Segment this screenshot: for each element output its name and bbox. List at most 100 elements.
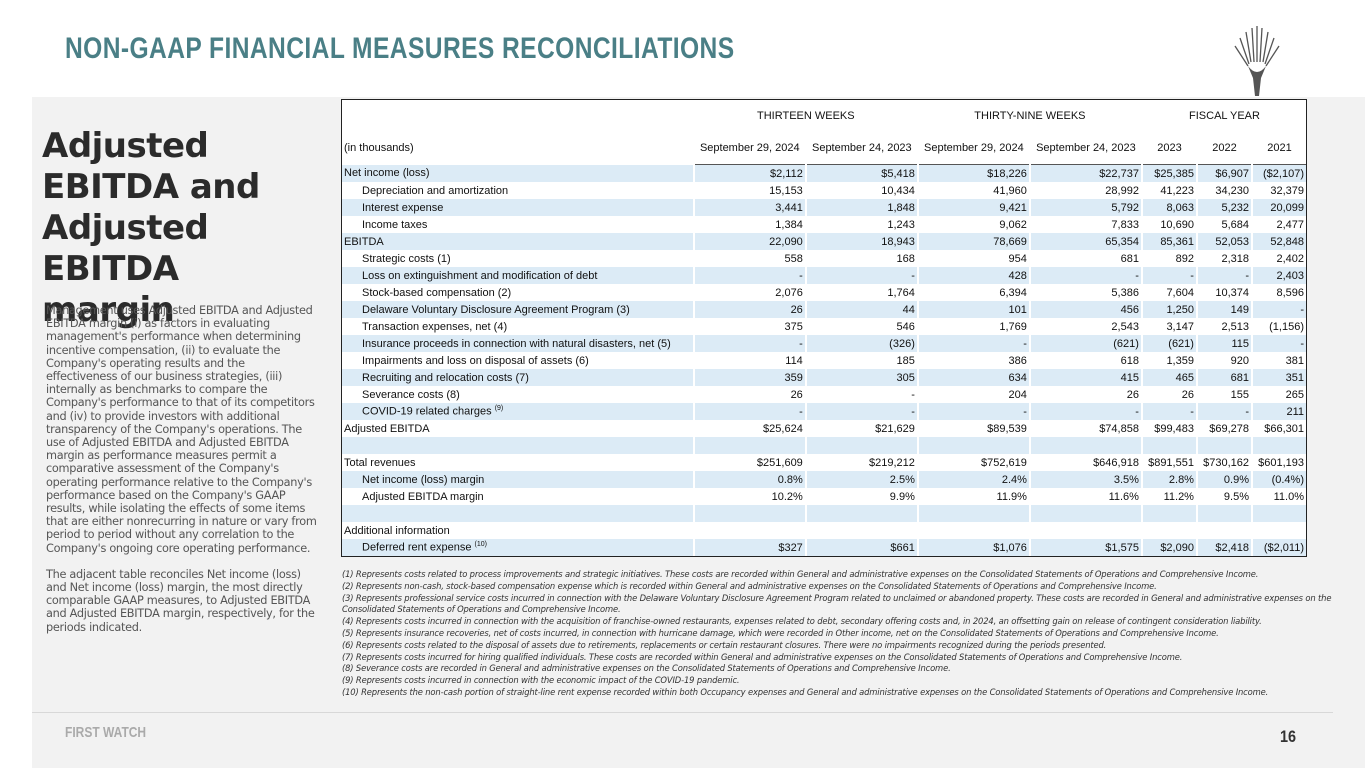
- footnote-ref: (10): [474, 541, 487, 549]
- cell: 78,669: [916, 233, 1030, 250]
- footnote: (5) Represents insurance recoveries, net…: [342, 627, 1219, 638]
- reconciliation-table: THIRTEEN WEEKS THIRTY-NINE WEEKS FISCAL YE…: [341, 99, 1307, 557]
- cell: 11.9%: [916, 488, 1030, 505]
- cell: [342, 437, 694, 454]
- cell: 8,063: [1140, 199, 1197, 216]
- cell: 1,243: [804, 216, 918, 233]
- table-row: Depreciation and amortization 15,153 10,43…: [342, 182, 1306, 199]
- cell: 1,769: [916, 318, 1030, 335]
- cell: 351: [1250, 369, 1306, 386]
- cell: -: [692, 335, 806, 352]
- table-row: Net income (loss) margin 0.8% 2.5% 2.4% 3.5%…: [342, 471, 1306, 488]
- cell: 2,402: [1250, 250, 1306, 267]
- cell: 10.2%: [692, 488, 806, 505]
- label-text: COVID-19 related charges: [362, 405, 492, 418]
- cell: -: [1028, 267, 1142, 284]
- cell: 10,434: [804, 182, 918, 199]
- row-label: Recruiting and relocation costs (7): [342, 369, 694, 386]
- cell: $66,301: [1250, 420, 1306, 437]
- column-header: 2023: [1140, 132, 1197, 165]
- cell: 2,403: [1250, 267, 1306, 284]
- cell: 149: [1195, 301, 1252, 318]
- label-text: Insurance proceeds in connection with na…: [362, 337, 671, 350]
- cell: 0.8%: [692, 471, 806, 488]
- cell: [1140, 505, 1197, 522]
- cell: 41,960: [916, 182, 1030, 199]
- cell: $25,385: [1140, 164, 1197, 182]
- label-text: Loss on extinguishment and modification …: [362, 269, 598, 282]
- cell: 85,361: [1140, 233, 1197, 250]
- cell: (0.4%): [1250, 471, 1306, 488]
- cell: [1250, 522, 1306, 539]
- table-row: Adjusted EBITDA $25,624 $21,629 $89,539 $74,…: [342, 420, 1306, 437]
- cell: 7,833: [1028, 216, 1142, 233]
- paragraph: The adjacent table reconciles Net income…: [46, 567, 315, 634]
- cell: 681: [1195, 369, 1252, 386]
- cell: 168: [804, 250, 918, 267]
- footnote-ref: (9): [494, 405, 504, 413]
- group-header: THIRTEEN WEEKS: [692, 100, 918, 132]
- label-text: Deferred rent expense: [362, 541, 472, 554]
- cell: -: [1140, 267, 1197, 284]
- label-text: Severance costs (8): [362, 388, 460, 401]
- column-header: 2021: [1250, 132, 1306, 165]
- table-row: Delaware Voluntary Disclosure Agreement …: [342, 301, 1306, 318]
- label-text: Net income (loss) margin: [362, 473, 485, 486]
- cell: 34,230: [1195, 182, 1252, 199]
- cell: 0.9%: [1195, 471, 1252, 488]
- label-text: EBITDA: [344, 235, 384, 248]
- cell: [1028, 505, 1142, 522]
- footer-rule: [32, 712, 1333, 713]
- label-text: Recruiting and relocation costs (7): [362, 371, 529, 384]
- cell: 954: [916, 250, 1030, 267]
- cell: 52,848: [1250, 233, 1306, 250]
- cell: 9,062: [916, 216, 1030, 233]
- cell: -: [1140, 403, 1197, 420]
- row-label: Strategic costs (1): [342, 250, 694, 267]
- row-label: Transaction expenses, net (4): [342, 318, 694, 335]
- cell: (326): [804, 335, 918, 352]
- cell: (621): [1140, 335, 1197, 352]
- label-text: Additional information: [344, 524, 450, 537]
- table-row: Additional information: [342, 522, 1306, 539]
- label-text: Strategic costs (1): [362, 252, 451, 265]
- cell: -: [1028, 403, 1142, 420]
- row-label: COVID-19 related charges (9): [342, 403, 694, 420]
- cell: 2,543: [1028, 318, 1142, 335]
- cell: 185: [804, 352, 918, 369]
- cell: 18,943: [804, 233, 918, 250]
- cell: -: [804, 403, 918, 420]
- slide-title: NON-GAAP FINANCIAL MEASURES RECONCILIATI…: [65, 32, 735, 65]
- cell: 2,318: [1195, 250, 1252, 267]
- label-text: Depreciation and amortization: [362, 184, 509, 197]
- group-header: FISCAL YEAR: [1140, 100, 1306, 132]
- column-header-row: (in thousands) September 29, 2024 Septembe…: [342, 132, 1306, 165]
- cell: 155: [1195, 386, 1252, 403]
- cell: [1195, 437, 1252, 454]
- spacer-row: [342, 505, 1306, 522]
- cell: 1,359: [1140, 352, 1197, 369]
- table-row: Adjusted EBITDA margin 10.2% 9.9% 11.9% 11.6…: [342, 488, 1306, 505]
- cell: ($2,107): [1250, 164, 1306, 182]
- cell: 26: [1140, 386, 1197, 403]
- cell: $5,418: [804, 164, 918, 182]
- row-label: Adjusted EBITDA: [342, 420, 694, 437]
- cell: 8,596: [1250, 284, 1306, 301]
- cell: $219,212: [804, 454, 918, 471]
- cell: 9,421: [916, 199, 1030, 216]
- cell: 2.4%: [916, 471, 1030, 488]
- cell: 65,354: [1028, 233, 1142, 250]
- cell: 26: [1028, 386, 1142, 403]
- cell: 375: [692, 318, 806, 335]
- footnote: (10) Represents the non-cash portion of …: [342, 686, 1269, 697]
- cell: 1,250: [1140, 301, 1197, 318]
- row-label: Total revenues: [342, 454, 694, 471]
- cell: $25,624: [692, 420, 806, 437]
- cell: $74,858: [1028, 420, 1142, 437]
- cell: $2,112: [692, 164, 806, 182]
- cell: $22,737: [1028, 164, 1142, 182]
- label-text: Stock-based compensation (2): [362, 286, 512, 299]
- cell: $21,629: [804, 420, 918, 437]
- cell: -: [1195, 267, 1252, 284]
